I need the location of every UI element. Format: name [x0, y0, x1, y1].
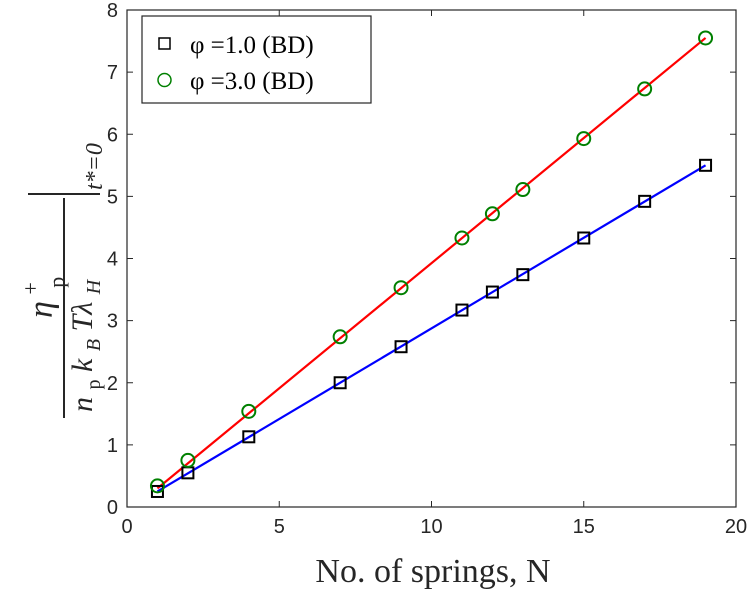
- svg-text:η + p: η + p: [9, 274, 69, 318]
- data-point-square: [485, 285, 499, 299]
- x-tick-label: 15: [573, 516, 595, 538]
- y-axis-title: η + p n p k B Tλ H t*=0: [9, 143, 108, 418]
- y-tick-label: 1: [107, 435, 118, 457]
- data-point-circle: [637, 81, 653, 97]
- data-point-square: [577, 231, 591, 245]
- ylabel-denominator: n: [66, 397, 99, 412]
- data-point-square: [699, 158, 713, 172]
- x-tick-label: 10: [420, 516, 442, 538]
- data-point-circle: [393, 280, 409, 296]
- ylabel-denominator-rest: k: [66, 358, 99, 372]
- data-point-circle: [149, 478, 165, 494]
- y-tick-label: 2: [107, 373, 118, 395]
- x-tick-label: 5: [274, 516, 285, 538]
- ylabel-numerator-sub: p: [44, 277, 69, 288]
- axes: 0 5 10 15 20 0 1 2 3 4 5 6 7 8: [107, 0, 747, 538]
- legend-box: [141, 15, 372, 104]
- y-tick-label: 3: [107, 311, 118, 333]
- data-point-circle: [484, 206, 500, 222]
- data-point-circle: [241, 403, 257, 419]
- data-point-circle: [698, 30, 714, 46]
- legend-label-phi3: φ =3.0 (BD): [190, 68, 314, 95]
- data-point-circle: [332, 329, 348, 345]
- legend: φ =1.0 (BD) φ =3.0 (BD): [141, 15, 372, 104]
- x-tick-label: 20: [725, 516, 747, 538]
- data-point-square: [394, 340, 408, 354]
- fit-line-series-1: [156, 164, 707, 493]
- y-tick-label: 4: [107, 249, 118, 271]
- x-tick-label: 0: [121, 516, 132, 538]
- legend-square-marker: [158, 37, 171, 50]
- y-tick-label: 5: [107, 186, 118, 208]
- data-point-square: [150, 484, 164, 498]
- plot-area: [149, 30, 714, 498]
- data-point-square: [242, 430, 256, 444]
- legend-circle-marker: [157, 72, 172, 88]
- ylabel-denominator-rest-sub: B: [83, 339, 105, 351]
- svg-text:n p k B: n p k B Tλ H: [66, 278, 107, 412]
- y-tick-label: 7: [107, 62, 118, 84]
- data-point-square: [516, 268, 530, 282]
- y-tick-label: 0: [107, 497, 118, 519]
- data-point-circle: [576, 131, 592, 147]
- data-point-square: [638, 194, 652, 208]
- y-tick-label: 8: [107, 0, 118, 22]
- data-point-square: [333, 376, 347, 390]
- ylabel-evaluation: t*=0: [82, 143, 108, 190]
- ylabel-denominator-tail-sub: H: [83, 278, 105, 295]
- data-point-circle: [454, 230, 470, 246]
- y-tick-label: 6: [107, 124, 118, 146]
- fit-line-series-2: [156, 37, 707, 490]
- x-axis-title: No. of springs, N: [315, 553, 550, 590]
- ylabel-numerator: η: [23, 301, 60, 318]
- ylabel-numerator-sup: +: [18, 282, 43, 294]
- data-point-circle: [180, 452, 196, 468]
- ylabel-denominator-sub: p: [83, 380, 105, 390]
- data-point-circle: [515, 182, 531, 198]
- data-point-square: [455, 303, 469, 317]
- ylabel-denominator-tail: Tλ: [66, 302, 99, 332]
- legend-label-phi1: φ =1.0 (BD): [190, 32, 314, 59]
